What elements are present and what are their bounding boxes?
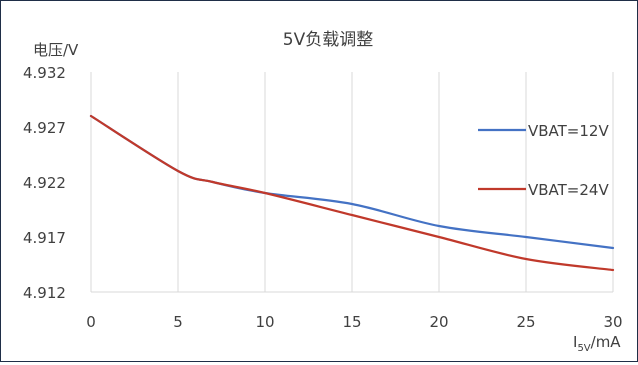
x-tick-label: 15 [342,313,361,331]
y-tick-label: 4.922 [23,174,66,192]
y-tick-label: 4.927 [23,119,66,137]
x-tick-label: 25 [516,313,535,331]
x-axis-label-main: I [573,333,577,351]
chart-title: 5V负载调整 [283,30,373,50]
x-tick-label: 30 [603,313,622,331]
legend-label-1: VBAT=24V [528,181,609,199]
grid-lines [90,72,614,293]
y-tick-label: 4.912 [23,284,66,302]
series-line-1 [89,114,615,272]
legend: VBAT=12V VBAT=24V [478,122,609,199]
x-tick-label: 0 [86,313,96,331]
series-lines [89,114,615,272]
x-tick-labels: 0 5 10 15 20 25 30 [86,313,622,331]
x-tick-label: 10 [255,313,274,331]
x-axis-label-suffix: /mA [591,333,622,351]
y-axis-label: 电压/V [33,41,79,59]
y-tick-label: 4.917 [23,229,66,247]
y-tick-labels: 4.912 4.917 4.922 4.927 4.932 [23,64,66,302]
y-tick-label: 4.932 [23,64,66,82]
x-tick-label: 20 [429,313,448,331]
x-axis-label-subscript: 5V [577,343,590,354]
x-tick-label: 5 [173,313,183,331]
x-axis-label: I5V/mA [573,333,621,354]
legend-label-0: VBAT=12V [528,122,609,140]
